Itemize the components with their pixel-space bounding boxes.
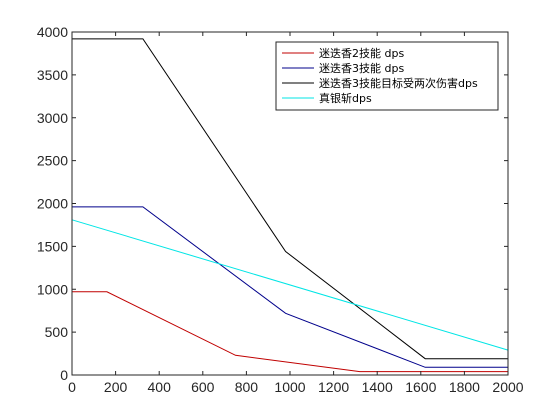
series-line-2 <box>72 206 508 368</box>
y-tick-label: 500 <box>45 324 69 340</box>
legend-label-1: 迷迭香2技能 dps <box>319 46 404 60</box>
series-line-1 <box>72 291 508 373</box>
legend-label-2: 迷迭香3技能 dps <box>319 61 404 75</box>
x-tick-label: 1200 <box>318 379 349 395</box>
x-tick-label: 800 <box>235 379 259 395</box>
y-tick-label: 2500 <box>37 153 68 169</box>
series-layer <box>71 38 509 373</box>
y-tick-label: 1500 <box>37 238 68 254</box>
x-tick-label: 2000 <box>492 379 523 395</box>
y-tick-label: 0 <box>60 367 68 383</box>
x-tick-label: 1600 <box>405 379 436 395</box>
y-tick-label: 1000 <box>37 281 68 297</box>
x-tick-label: 200 <box>104 379 128 395</box>
y-tick-label: 4000 <box>37 24 68 40</box>
series-line-3 <box>72 38 508 360</box>
legend-label-3: 迷迭香3技能目标受两次伤害dps <box>319 76 478 90</box>
x-tick-label: 1800 <box>449 379 480 395</box>
x-tick-label: 1400 <box>362 379 393 395</box>
y-tick-label: 3000 <box>37 110 68 126</box>
x-tick-label: 0 <box>68 379 76 395</box>
y-tick-label: 3500 <box>37 67 68 83</box>
legend-label-4: 真银斩dps <box>319 91 372 105</box>
series-line-4 <box>71 219 509 351</box>
axis-ticks: 0 200 400 600 800 1000 1200 1400 1600 1800 2000 0 50… <box>37 24 524 395</box>
y-tick-label: 2000 <box>37 196 68 212</box>
x-tick-label: 1000 <box>274 379 305 395</box>
x-tick-label: 600 <box>191 379 215 395</box>
x-tick-label: 400 <box>148 379 172 395</box>
